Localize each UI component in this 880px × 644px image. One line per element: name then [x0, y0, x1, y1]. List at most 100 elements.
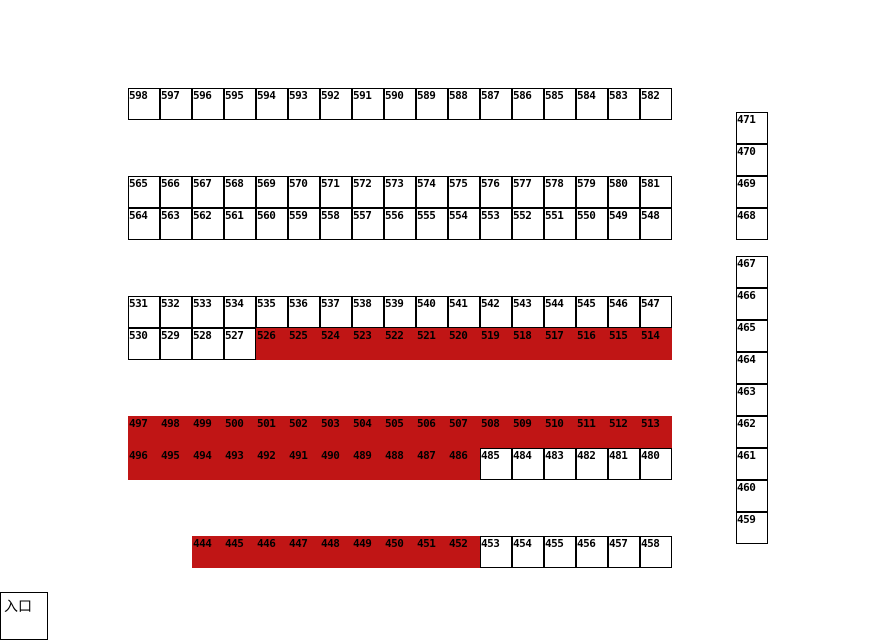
- booth-577[interactable]: 577: [512, 176, 544, 208]
- booth-497[interactable]: 497: [128, 416, 160, 448]
- booth-551[interactable]: 551: [544, 208, 576, 240]
- booth-529[interactable]: 529: [160, 328, 192, 360]
- booth-579[interactable]: 579: [576, 176, 608, 208]
- booth-528[interactable]: 528: [192, 328, 224, 360]
- booth-523[interactable]: 523: [352, 328, 384, 360]
- booth-499[interactable]: 499: [192, 416, 224, 448]
- booth-553[interactable]: 553: [480, 208, 512, 240]
- booth-461[interactable]: 461: [736, 448, 768, 480]
- booth-592[interactable]: 592: [320, 88, 352, 120]
- booth-544[interactable]: 544: [544, 296, 576, 328]
- booth-444[interactable]: 444: [192, 536, 224, 568]
- booth-449[interactable]: 449: [352, 536, 384, 568]
- booth-584[interactable]: 584: [576, 88, 608, 120]
- booth-552[interactable]: 552: [512, 208, 544, 240]
- booth-504[interactable]: 504: [352, 416, 384, 448]
- booth-493[interactable]: 493: [224, 448, 256, 480]
- booth-522[interactable]: 522: [384, 328, 416, 360]
- booth-516[interactable]: 516: [576, 328, 608, 360]
- booth-558[interactable]: 558: [320, 208, 352, 240]
- booth-492[interactable]: 492: [256, 448, 288, 480]
- booth-526[interactable]: 526: [256, 328, 288, 360]
- booth-491[interactable]: 491: [288, 448, 320, 480]
- booth-466[interactable]: 466: [736, 288, 768, 320]
- booth-489[interactable]: 489: [352, 448, 384, 480]
- booth-535[interactable]: 535: [256, 296, 288, 328]
- booth-589[interactable]: 589: [416, 88, 448, 120]
- booth-585[interactable]: 585: [544, 88, 576, 120]
- booth-598[interactable]: 598: [128, 88, 160, 120]
- booth-501[interactable]: 501: [256, 416, 288, 448]
- booth-452[interactable]: 452: [448, 536, 480, 568]
- booth-525[interactable]: 525: [288, 328, 320, 360]
- booth-524[interactable]: 524: [320, 328, 352, 360]
- booth-470[interactable]: 470: [736, 144, 768, 176]
- booth-514[interactable]: 514: [640, 328, 672, 360]
- booth-457[interactable]: 457: [608, 536, 640, 568]
- booth-532[interactable]: 532: [160, 296, 192, 328]
- booth-471[interactable]: 471: [736, 112, 768, 144]
- booth-571[interactable]: 571: [320, 176, 352, 208]
- booth-573[interactable]: 573: [384, 176, 416, 208]
- booth-562[interactable]: 562: [192, 208, 224, 240]
- booth-485[interactable]: 485: [480, 448, 512, 480]
- booth-570[interactable]: 570: [288, 176, 320, 208]
- booth-469[interactable]: 469: [736, 176, 768, 208]
- booth-538[interactable]: 538: [352, 296, 384, 328]
- booth-555[interactable]: 555: [416, 208, 448, 240]
- booth-559[interactable]: 559: [288, 208, 320, 240]
- booth-515[interactable]: 515: [608, 328, 640, 360]
- booth-521[interactable]: 521: [416, 328, 448, 360]
- booth-490[interactable]: 490: [320, 448, 352, 480]
- booth-531[interactable]: 531: [128, 296, 160, 328]
- booth-593[interactable]: 593: [288, 88, 320, 120]
- booth-483[interactable]: 483: [544, 448, 576, 480]
- booth-554[interactable]: 554: [448, 208, 480, 240]
- booth-550[interactable]: 550: [576, 208, 608, 240]
- booth-533[interactable]: 533: [192, 296, 224, 328]
- booth-549[interactable]: 549: [608, 208, 640, 240]
- booth-543[interactable]: 543: [512, 296, 544, 328]
- booth-513[interactable]: 513: [640, 416, 672, 448]
- booth-508[interactable]: 508: [480, 416, 512, 448]
- booth-564[interactable]: 564: [128, 208, 160, 240]
- booth-580[interactable]: 580: [608, 176, 640, 208]
- booth-511[interactable]: 511: [576, 416, 608, 448]
- booth-460[interactable]: 460: [736, 480, 768, 512]
- booth-482[interactable]: 482: [576, 448, 608, 480]
- booth-517[interactable]: 517: [544, 328, 576, 360]
- booth-590[interactable]: 590: [384, 88, 416, 120]
- booth-468[interactable]: 468: [736, 208, 768, 240]
- booth-502[interactable]: 502: [288, 416, 320, 448]
- booth-505[interactable]: 505: [384, 416, 416, 448]
- booth-500[interactable]: 500: [224, 416, 256, 448]
- booth-467[interactable]: 467: [736, 256, 768, 288]
- booth-542[interactable]: 542: [480, 296, 512, 328]
- booth-581[interactable]: 581: [640, 176, 672, 208]
- booth-454[interactable]: 454: [512, 536, 544, 568]
- booth-510[interactable]: 510: [544, 416, 576, 448]
- booth-591[interactable]: 591: [352, 88, 384, 120]
- booth-503[interactable]: 503: [320, 416, 352, 448]
- booth-530[interactable]: 530: [128, 328, 160, 360]
- booth-446[interactable]: 446: [256, 536, 288, 568]
- booth-595[interactable]: 595: [224, 88, 256, 120]
- booth-496[interactable]: 496: [128, 448, 160, 480]
- booth-596[interactable]: 596: [192, 88, 224, 120]
- booth-548[interactable]: 548: [640, 208, 672, 240]
- booth-586[interactable]: 586: [512, 88, 544, 120]
- booth-556[interactable]: 556: [384, 208, 416, 240]
- booth-537[interactable]: 537: [320, 296, 352, 328]
- booth-456[interactable]: 456: [576, 536, 608, 568]
- booth-582[interactable]: 582: [640, 88, 672, 120]
- booth-465[interactable]: 465: [736, 320, 768, 352]
- booth-594[interactable]: 594: [256, 88, 288, 120]
- booth-481[interactable]: 481: [608, 448, 640, 480]
- booth-568[interactable]: 568: [224, 176, 256, 208]
- booth-519[interactable]: 519: [480, 328, 512, 360]
- booth-567[interactable]: 567: [192, 176, 224, 208]
- booth-512[interactable]: 512: [608, 416, 640, 448]
- booth-561[interactable]: 561: [224, 208, 256, 240]
- booth-459[interactable]: 459: [736, 512, 768, 544]
- booth-527[interactable]: 527: [224, 328, 256, 360]
